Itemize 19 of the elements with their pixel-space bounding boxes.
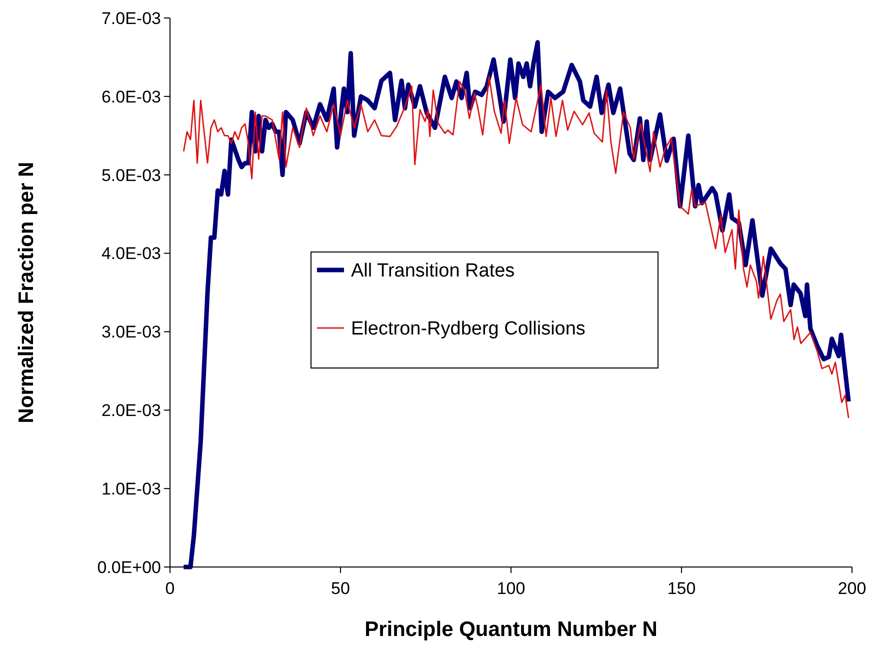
x-tick-label: 200 (838, 579, 866, 598)
x-tick-label: 150 (667, 579, 696, 598)
x-tick-label: 0 (165, 579, 175, 598)
x-tick-label: 100 (496, 579, 526, 598)
y-tick-label: 7.0E-03 (101, 8, 161, 28)
legend-label: Electron-Rydberg Collisions (351, 318, 586, 340)
line-series (181, 40, 851, 570)
legend-label: All Transition Rates (351, 260, 515, 282)
y-tick-label: 6.0E-03 (101, 87, 161, 106)
y-tick-label: 3.0E-03 (101, 322, 161, 342)
y-tick-label: 1.0E-03 (101, 480, 161, 499)
x-axis-title: Principle Quantum Number N (364, 618, 658, 641)
x-tick-label: 50 (331, 579, 350, 598)
y-tick-label: 5.0E-03 (101, 166, 161, 185)
y-tick-label: 0.0E+00 (97, 558, 161, 577)
y-tick-label: 4.0E-03 (101, 244, 161, 264)
line-series (182, 76, 850, 419)
y-axis-title: Normalized Fraction per N (15, 162, 38, 424)
y-tick-label: 2.0E-03 (101, 401, 161, 420)
